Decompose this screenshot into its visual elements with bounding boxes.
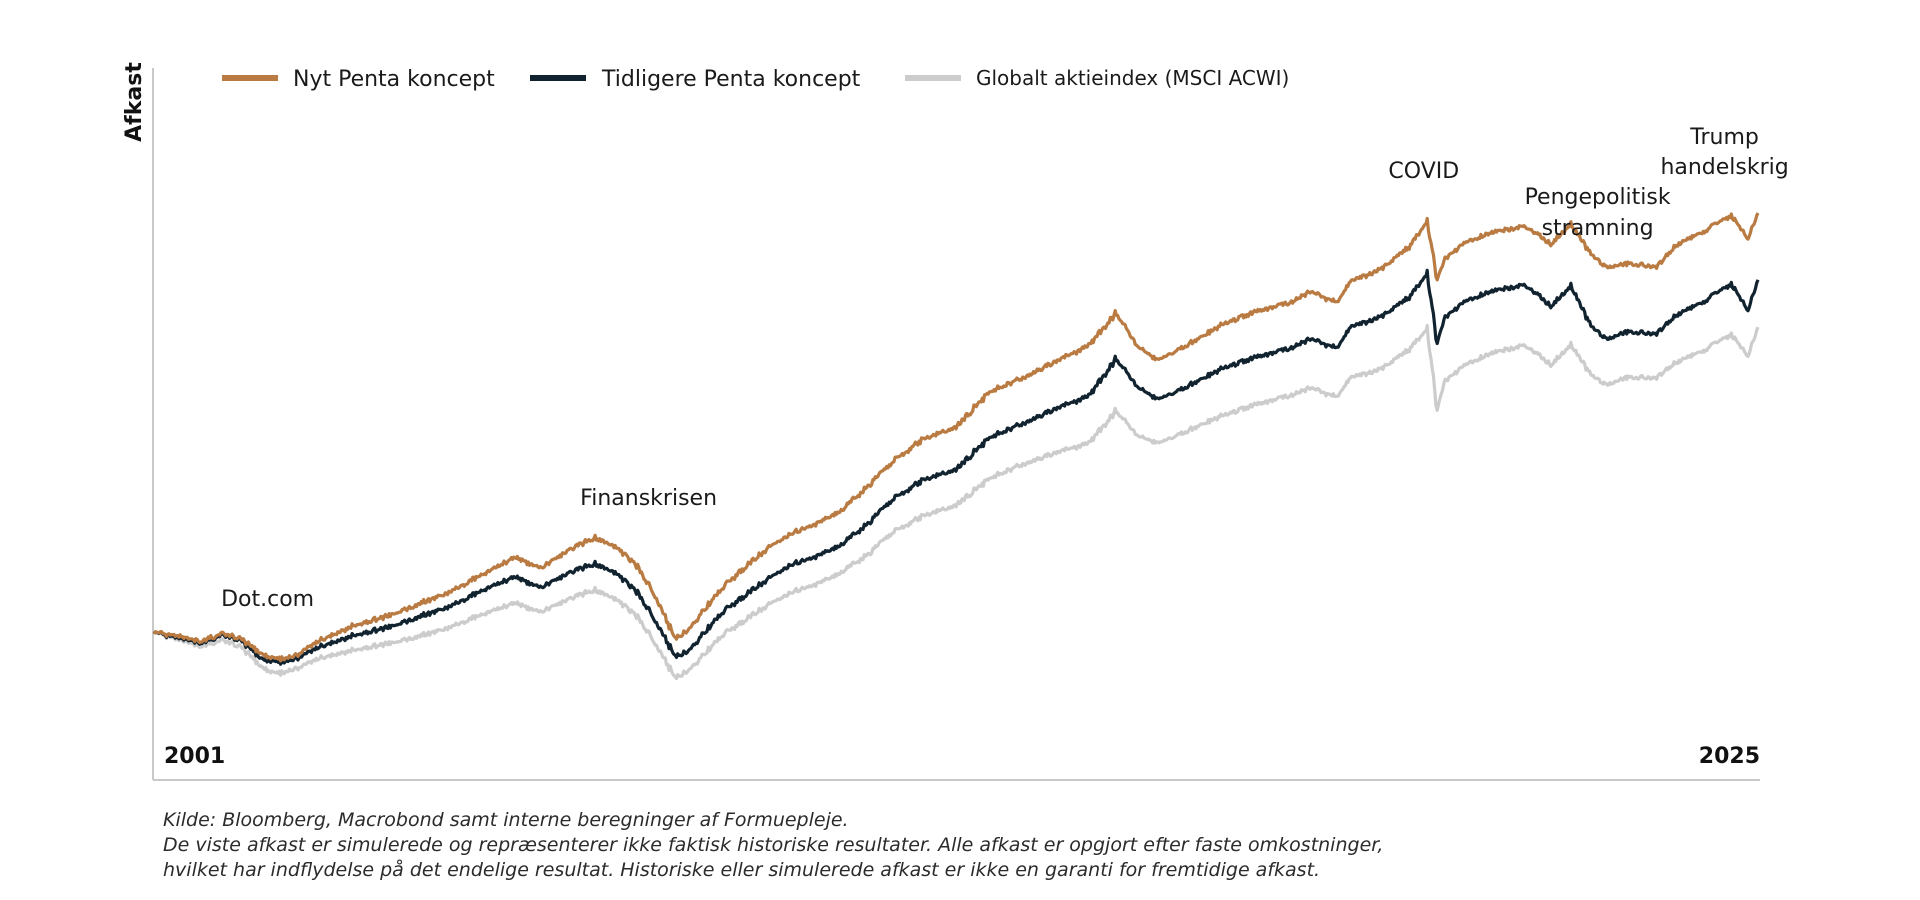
- annotation-3-line-0: Pengepolitisk: [1525, 185, 1671, 210]
- annotation-3-line-1: stramning: [1542, 216, 1654, 241]
- annotation-0-line-0: Dot.com: [221, 587, 314, 612]
- annotation-4-line-1: handelskrig: [1660, 155, 1788, 180]
- chart: Afkast Nyt Penta koncept Tidligere Penta…: [122, 62, 1789, 781]
- annotation-2-line-0: COVID: [1388, 159, 1459, 184]
- legend-label-nyt-penta: Nyt Penta koncept: [293, 67, 495, 92]
- footnote-line-3: hvilket har indflydelse på det endelige …: [163, 859, 1321, 881]
- annotation-1-line-0: Finanskrisen: [580, 486, 717, 511]
- x-end-label: 2025: [1699, 744, 1760, 769]
- footnote-line-1: Kilde: Bloomberg, Macrobond samt interne…: [163, 809, 849, 831]
- footnote-line-2: De viste afkast er simulerede og repræse…: [163, 834, 1384, 856]
- legend-label-msci-acwi: Globalt aktieindex (MSCI ACWI): [976, 66, 1289, 90]
- series-line-0: [152, 212, 1760, 663]
- annotation-4-line-0: Trump: [1689, 125, 1759, 150]
- annotation-layer: Dot.com Finanskrisen COVID Pengepolitisk str…: [221, 125, 1789, 612]
- series-line-2: [152, 323, 1760, 681]
- y-axis-label: Afkast: [122, 62, 147, 142]
- series-layer: [152, 212, 1760, 681]
- series-line-1: [152, 268, 1760, 666]
- x-start-label: 2001: [164, 744, 225, 769]
- source-footnote: Kilde: Bloomberg, Macrobond samt interne…: [163, 808, 1763, 883]
- legend-label-tidligere-penta: Tidligere Penta koncept: [601, 67, 861, 92]
- legend: Nyt Penta koncept Tidligere Penta koncep…: [222, 66, 1289, 92]
